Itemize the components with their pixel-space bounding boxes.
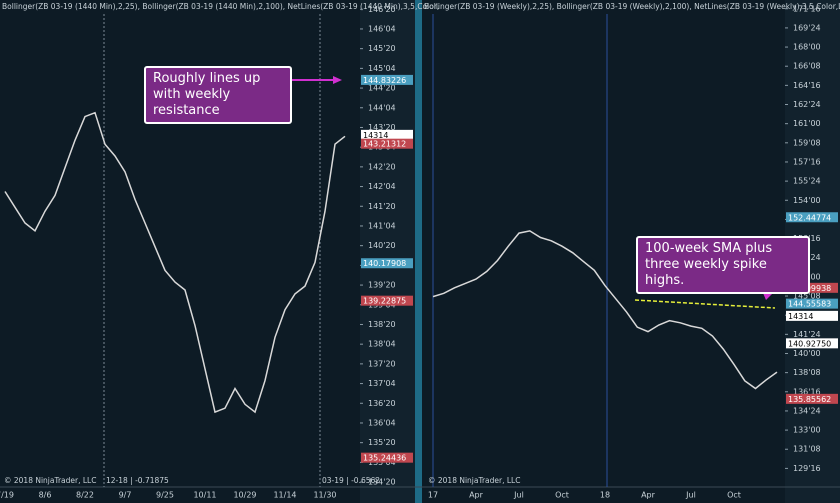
y-tick-label: 143'20 <box>368 123 396 132</box>
y-tick-label: 161'00 <box>793 119 821 128</box>
x-tick-label: Oct <box>727 491 741 500</box>
y-tick-label: 137'04 <box>368 379 396 388</box>
y-tick-label: 136'04 <box>368 418 396 427</box>
price-marker-label: 152.44774 <box>788 213 831 222</box>
resistance-line <box>634 299 776 309</box>
price-marker <box>361 452 413 463</box>
price-marker-label: 144.55583 <box>788 300 831 309</box>
y-tick-label: 140'20 <box>368 241 396 250</box>
y-tick-label: 137'20 <box>368 359 396 368</box>
x-tick-label: Oct <box>555 491 569 500</box>
price-marker-label: 135.24436 <box>363 454 406 463</box>
x-tick-label: 7/19 <box>0 491 14 500</box>
y-tick-label: 166'08 <box>793 62 821 71</box>
price-marker-label: 140.92750 <box>788 339 831 348</box>
y-tick-label: 164'16 <box>793 81 821 90</box>
price-marker-label: 139.22875 <box>363 297 406 306</box>
price-marker <box>361 129 413 140</box>
price-line <box>432 230 778 390</box>
y-tick-label: 134'20 <box>368 478 396 487</box>
y-tick-label: 169'24 <box>793 23 821 32</box>
callout-arrowhead <box>333 76 342 84</box>
y-tick-label: 142'20 <box>368 162 396 171</box>
price-marker-label: 140.17908 <box>363 259 406 268</box>
x-tick-label: 10/29 <box>233 491 256 500</box>
y-tick-label: 157'16 <box>793 157 821 166</box>
y-tick-label: 136'20 <box>368 399 396 408</box>
y-tick-label: 135'20 <box>368 438 396 447</box>
y-tick-label: 136'16 <box>793 387 821 396</box>
y-tick-label: 141'04 <box>368 221 396 230</box>
footnote: © 2018 NinjaTrader, LLC <box>4 476 96 485</box>
x-tick-label: 8/6 <box>39 491 52 500</box>
y-tick-label: 168'00 <box>793 43 821 52</box>
y-tick-label: 134'24 <box>793 406 821 415</box>
x-tick-label: 18 <box>600 491 610 500</box>
y-tick-label: 129'16 <box>793 464 821 473</box>
price-marker <box>361 74 413 85</box>
chart-header: Bollinger(ZB 03-19 (1440 Min),2,25), Bol… <box>2 2 439 11</box>
price-marker <box>361 258 413 269</box>
price-marker-label: 14314 <box>363 131 388 140</box>
price-marker-label: 135.85562 <box>788 395 831 404</box>
x-tick-label: Jul <box>513 491 524 500</box>
price-marker <box>786 338 838 349</box>
x-tick-label: Apr <box>469 491 484 500</box>
x-tick-label: Jul <box>685 491 696 500</box>
footnote: 12-18 | -0.71875 <box>106 476 169 485</box>
y-tick-label: 131'08 <box>793 445 821 454</box>
y-tick-label: 138'04 <box>368 340 396 349</box>
chart-header: Bollinger(ZB 03-19 (Weekly),2,25), Bolli… <box>424 2 840 11</box>
x-tick-label: Apr <box>641 491 656 500</box>
price-marker-label: 143.21312 <box>363 140 406 149</box>
separator <box>415 0 422 503</box>
y-tick-label: 138'20 <box>368 320 396 329</box>
callout-left: Roughly lines up with weekly resistance <box>144 66 292 124</box>
price-marker <box>786 282 838 293</box>
x-tick-label: 17 <box>428 491 438 500</box>
x-tick-label: 10/11 <box>193 491 216 500</box>
y-tick-label: 145'20 <box>368 44 396 53</box>
price-marker <box>361 295 413 306</box>
y-tick-label: 139'20 <box>368 281 396 290</box>
price-line <box>4 111 346 414</box>
y-tick-label: 171'16 <box>793 4 821 13</box>
y-tick-label: 145'08 <box>793 292 821 301</box>
footnote: © 2018 NinjaTrader, LLC <box>428 476 520 485</box>
y-tick-label: 141'24 <box>793 330 821 339</box>
y-tick-label: 142'04 <box>368 182 396 191</box>
price-marker-label: 144.83226 <box>363 76 406 85</box>
y-tick-label: 144'20 <box>368 84 396 93</box>
y-tick-label: 146'20 <box>368 5 396 14</box>
y-tick-label: 140'00 <box>793 349 821 358</box>
price-marker <box>786 212 838 223</box>
price-marker <box>786 310 838 321</box>
callout-right: 100-week SMA plus three weekly spike hig… <box>636 236 810 294</box>
y-tick-label: 141'20 <box>368 202 396 211</box>
x-tick-label: 9/25 <box>156 491 174 500</box>
footnote: 03-19 | -0.6562 <box>322 476 380 485</box>
x-tick-label: 8/22 <box>76 491 94 500</box>
x-tick-label: 11/14 <box>273 491 296 500</box>
y-tick-label: 162'24 <box>793 100 821 109</box>
x-tick-label: 11/30 <box>313 491 336 500</box>
y-tick-label: 155'24 <box>793 177 821 186</box>
price-marker <box>786 393 838 404</box>
price-marker-label: 14314 <box>788 312 813 321</box>
y-tick-label: 159'08 <box>793 138 821 147</box>
y-tick-label: 154'00 <box>793 196 821 205</box>
price-marker <box>786 298 838 309</box>
y-tick-label: 138'08 <box>793 368 821 377</box>
price-marker <box>361 138 413 149</box>
y-tick-label: 146'04 <box>368 24 396 33</box>
callout-arrowhead <box>763 293 772 300</box>
x-tick-label: 9/7 <box>119 491 132 500</box>
y-tick-label: 145'04 <box>368 64 396 73</box>
y-tick-label: 133'00 <box>793 426 821 435</box>
y-tick-label: 144'04 <box>368 103 396 112</box>
